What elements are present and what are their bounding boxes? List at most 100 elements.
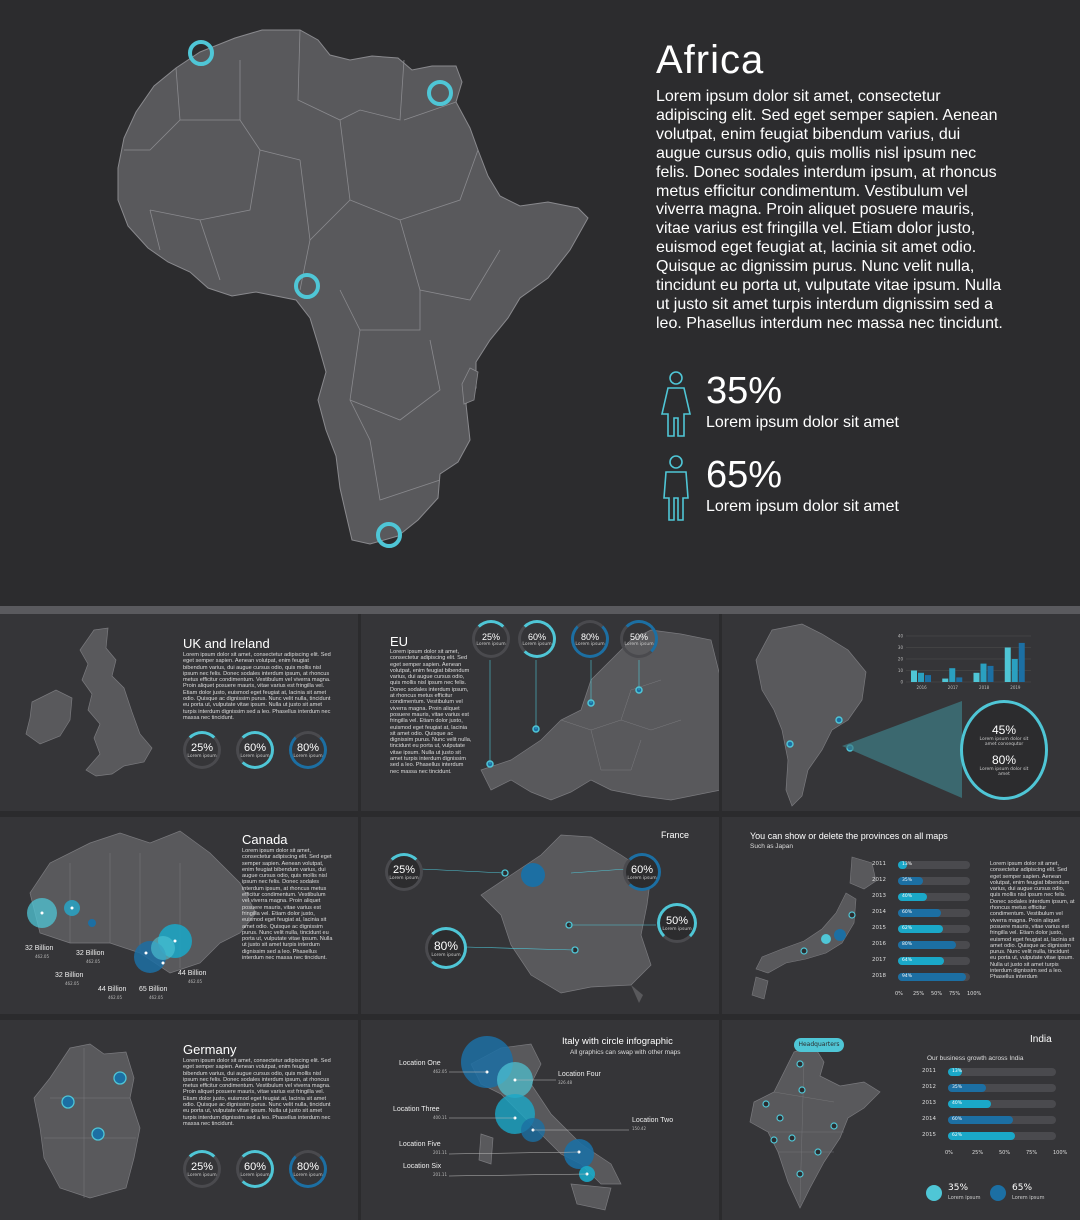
stat-male: 65% Lorem ipsum dolor sit amet <box>656 454 986 526</box>
bar-track: 40% <box>948 1100 1056 1108</box>
bar-label: 35% <box>902 878 913 883</box>
india-stat-2: 65% Lorem ipsum <box>990 1183 1050 1205</box>
bar-track: 60% <box>948 1116 1056 1124</box>
bar-fill <box>898 973 966 981</box>
bar-year: 2018 <box>872 973 886 979</box>
panel-india[interactable]: Headquarters India Our business growth a… <box>722 1020 1080 1220</box>
headquarters-badge: Headquarters <box>794 1038 844 1052</box>
eu-ring-2: 60% Lorem ipsum <box>518 620 556 658</box>
italy-location-3: Location Three <box>393 1106 440 1113</box>
italy-location-2-value: 150.42 <box>632 1126 646 1131</box>
panel-italy[interactable]: Italy with circle infographic All graphi… <box>361 1020 719 1220</box>
bar-fill <box>898 909 942 917</box>
india-stat-2-icon <box>990 1185 1006 1201</box>
japan-title: You can show or delete the provinces on … <box>750 831 948 841</box>
bar-track: 64% <box>898 957 970 965</box>
panel-canada[interactable]: 32 Billion 462.05 32 Billion 462.05 32 B… <box>0 817 358 1014</box>
stat-female-value: 35% <box>706 370 783 412</box>
female-icon <box>660 371 692 437</box>
bar-track: 40% <box>898 893 970 901</box>
france-leader-lines <box>420 868 656 951</box>
eu-title: EU <box>390 634 409 649</box>
italy-location-6-value: 201.11 <box>433 1172 447 1177</box>
bar-year: 2012 <box>872 877 886 883</box>
canada-sub-5: 462.05 <box>149 995 163 1000</box>
panel-germany[interactable]: Germany Lorem ipsum dolor sit amet, cons… <box>0 1020 358 1220</box>
bar-track: 35% <box>948 1084 1056 1092</box>
panel-eu[interactable]: EU Lorem ipsum dolor sit amet, consectet… <box>361 614 719 811</box>
india-title: India <box>1030 1034 1052 1045</box>
canada-label-1: 32 Billion <box>25 945 54 952</box>
bar-year: 2013 <box>872 893 886 899</box>
sa-y-tick: 40 <box>898 634 904 639</box>
canada-sub-4: 462.05 <box>108 995 122 1000</box>
bar-track: 13% <box>948 1068 1056 1076</box>
bar-fill <box>948 1068 963 1076</box>
bar-year: 2014 <box>922 1116 936 1122</box>
sa-bar <box>973 672 980 682</box>
bar-label: 40% <box>902 894 913 899</box>
bar-x-tick: 25% <box>972 1150 984 1156</box>
germany-map <box>33 1043 141 1199</box>
canada-sub-6: 462.05 <box>188 979 202 984</box>
eu-text: Lorem ipsum dolor sit amet, consectetur … <box>390 649 472 775</box>
eu-ring-1: 25% Lorem ipsum <box>472 620 510 658</box>
bar-label: 94% <box>902 974 913 979</box>
africa-map-shape <box>117 29 589 545</box>
india-stat-2-value: 65% <box>1012 1183 1033 1193</box>
germany-ring-3: 80% Lorem ipsum <box>289 1150 327 1188</box>
panel-france[interactable]: France 25% Lorem ipsum 60% Lorem ipsum 50%… <box>361 817 719 1014</box>
sa-bar <box>949 668 956 682</box>
italy-location-5-value: 201.11 <box>433 1150 447 1155</box>
canada-text: Lorem ipsum dolor sit amet, consectetur … <box>242 848 333 962</box>
germany-title: Germany <box>183 1042 237 1057</box>
italy-location-1-value: 462.05 <box>433 1069 447 1074</box>
uk-text: Lorem ipsum dolor sit amet, consectetur … <box>183 652 331 721</box>
bar-year: 2012 <box>922 1084 936 1090</box>
france-title: France <box>661 830 690 840</box>
africa-markers <box>188 40 453 548</box>
bar-label: 13% <box>952 1069 963 1074</box>
india-stat-1-value: 35% <box>948 1183 969 1193</box>
italy-location-4-value: 326.48 <box>558 1080 572 1085</box>
bubble-label-2: Lorem ipsum dolor sit amet <box>979 767 1029 777</box>
bar-year: 2014 <box>872 909 886 915</box>
bar-fill <box>898 861 908 869</box>
japan-bar-chart: 2011 13% 2012 35% 2013 40% 2014 60% 2015 62% 2016 8… <box>872 861 982 1011</box>
bar-label: 60% <box>902 910 913 915</box>
germany-ring-2: 60% Lorem ipsum <box>236 1150 274 1188</box>
italy-subtitle: All graphics can swap with other maps <box>570 1049 681 1056</box>
japan-text: Lorem ipsum dolor sit amet, consectetur … <box>990 861 1075 981</box>
bubble-value-2: 80% <box>991 753 1017 767</box>
sa-bar <box>980 663 987 682</box>
canada-sub-1: 462.05 <box>35 954 49 959</box>
bar-fill <box>898 925 943 933</box>
stat-female: 35% Lorem ipsum dolor sit amet <box>656 370 986 442</box>
bar-x-tick: 75% <box>949 991 961 997</box>
italy-title: Italy with circle infographic <box>562 1036 673 1047</box>
sa-x-tick: 2017 <box>948 685 959 690</box>
bar-track: 62% <box>898 925 970 933</box>
eu-ring-3: 80% Lorem ipsum <box>571 620 609 658</box>
bar-label: 35% <box>952 1085 963 1090</box>
uk-title: UK and Ireland <box>183 636 270 651</box>
canada-label-6: 44 Billion <box>178 970 207 977</box>
bar-track: 80% <box>898 941 970 949</box>
france-ring-4: 80% Lorem ipsum <box>425 927 467 969</box>
bar-year: 2016 <box>872 941 886 947</box>
bar-year: 2015 <box>872 925 886 931</box>
bubble-label-1: Lorem ipsum dolor sit amet consequtor <box>979 737 1029 747</box>
uk-map <box>25 627 153 777</box>
stat-male-caption: Lorem ipsum dolor sit amet <box>706 498 899 515</box>
male-icon <box>663 455 689 521</box>
bar-fill <box>898 877 924 885</box>
panel-japan[interactable]: You can show or delete the provinces on … <box>722 817 1080 1014</box>
sa-y-tick: 30 <box>898 645 904 650</box>
panel-uk[interactable]: UK and Ireland Lorem ipsum dolor sit ame… <box>0 614 358 811</box>
sa-bar <box>1004 647 1011 682</box>
panel-south-america[interactable]: 45% Lorem ipsum dolor sit amet consequto… <box>722 614 1080 811</box>
bar-x-tick: 50% <box>931 991 943 997</box>
sa-bar <box>987 665 994 682</box>
bar-x-tick: 50% <box>999 1150 1011 1156</box>
india-map <box>749 1045 881 1209</box>
